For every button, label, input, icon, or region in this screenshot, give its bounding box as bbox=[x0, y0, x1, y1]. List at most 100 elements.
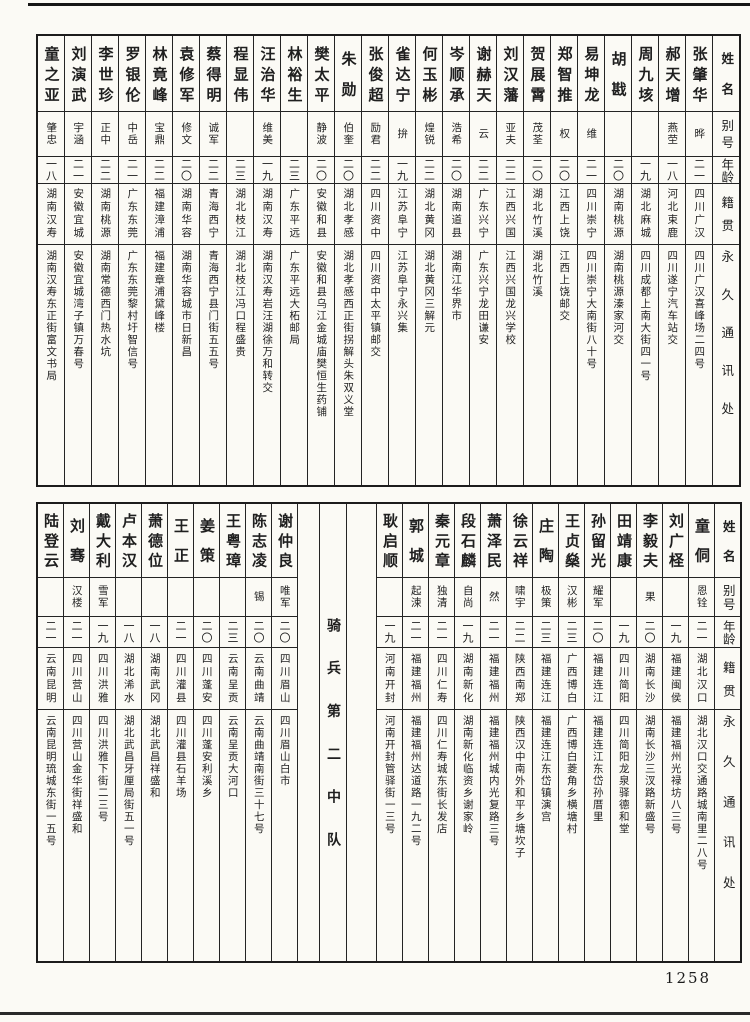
age-cell: 二一 bbox=[38, 617, 63, 648]
header-name: 姓名 bbox=[719, 52, 735, 112]
origin-cell: 云南呈贡 bbox=[220, 648, 245, 710]
origin-cell: 湖北枝江 bbox=[227, 184, 253, 245]
age-cell: 二一 bbox=[65, 157, 91, 184]
person-name: 刘广柽 bbox=[667, 513, 685, 573]
person-alias: 浩希 bbox=[450, 122, 463, 146]
age-cell: 二一 bbox=[689, 617, 714, 648]
name-cell: 耿启顺 bbox=[377, 504, 402, 578]
person-address: 福建福州光禄坊八三号 bbox=[669, 715, 682, 835]
age-cell: 二一 bbox=[578, 157, 604, 184]
person-column: 王正 二一 四川灌县 四川灌县石羊场 bbox=[167, 504, 193, 961]
person-column: 袁修军 修文 二〇 湖南华容 湖南华容城市日新昌 bbox=[172, 36, 199, 485]
address-cell: 云南昆明琉城东街一五号 bbox=[38, 710, 63, 961]
origin-cell: 福建连江 bbox=[585, 648, 610, 710]
age-cell: 二〇 bbox=[194, 617, 219, 648]
origin-cell: 四川简阳 bbox=[611, 648, 636, 710]
age-cell: 二三 bbox=[533, 617, 558, 648]
person-age: 一九 bbox=[669, 620, 682, 644]
person-name: 郝天增 bbox=[663, 45, 682, 107]
age-cell: 二一 bbox=[481, 617, 506, 648]
person-origin: 云南曲靖 bbox=[252, 652, 265, 705]
name-cell: 李毅夫 bbox=[637, 504, 662, 578]
alias-cell: 维美 bbox=[254, 112, 280, 157]
origin-cell: 籍贯 bbox=[713, 184, 739, 245]
name-cell: 樊太平 bbox=[308, 36, 334, 112]
person-age: 二二 bbox=[476, 158, 490, 182]
alias-cell: 果 bbox=[637, 578, 662, 617]
name-cell: 段石麟 bbox=[455, 504, 480, 578]
person-age: 二一 bbox=[695, 620, 708, 644]
person-origin: 四川崇宁 bbox=[585, 188, 598, 240]
age-cell: 二三 bbox=[281, 157, 307, 184]
address-cell: 四川遂宁汽车站交 bbox=[659, 245, 685, 485]
origin-cell: 湖南长沙 bbox=[637, 648, 662, 710]
alias-cell: 自尚 bbox=[455, 578, 480, 617]
person-origin: 湖北竹溪 bbox=[531, 188, 544, 240]
address-cell: 永久通讯处 bbox=[713, 245, 739, 485]
section-divider-label: 骑兵第二中队 bbox=[325, 618, 341, 876]
person-column: 汪治华 维美 一九 湖南汉寿 湖南汉寿岩汪湖徐万和转交 bbox=[253, 36, 280, 485]
address-cell: 湖南汉寿东正街富文书局 bbox=[38, 245, 64, 485]
person-alias: 维 bbox=[585, 128, 598, 140]
origin-cell: 广东平远 bbox=[281, 184, 307, 245]
address-cell: 四川眉山白市 bbox=[272, 710, 297, 961]
person-column: 童之亚 肇忠 一八 湖南汉寿 湖南汉寿东正街富文书局 bbox=[38, 36, 64, 485]
person-column: 程显伟 二三 湖北枝江 湖北枝江冯口程盛贵 bbox=[226, 36, 253, 485]
address-cell: 江西上饶邮交 bbox=[551, 245, 577, 485]
person-column: 萧德位 一八 湖南武冈 湖北武昌祥盛和 bbox=[141, 504, 167, 961]
person-column: 林竟峰 宝鼎 二二 福建漳浦 福建章浦黛峰楼 bbox=[145, 36, 172, 485]
address-cell: 陕西汉中南外和平乡塘坎子 bbox=[507, 710, 532, 961]
person-name: 张俊超 bbox=[366, 45, 385, 107]
name-cell: 庄陶 bbox=[533, 504, 558, 578]
age-cell: 二〇 bbox=[443, 157, 469, 184]
person-name: 李毅夫 bbox=[641, 513, 659, 573]
lower-roster-table: 姓名 别号 年龄 籍贯 永久通讯处 童侗 恩铨 二一 湖北汉口 湖北汉口交通路城南里二八号 刘广柽一… bbox=[36, 502, 742, 963]
origin-cell: 福建闽侯 bbox=[663, 648, 688, 710]
alias-cell bbox=[220, 578, 245, 617]
person-name: 刘骞 bbox=[68, 518, 86, 578]
person-age: 二一 bbox=[487, 620, 500, 644]
age-cell: 一九 bbox=[377, 617, 402, 648]
age-cell: 二一 bbox=[64, 617, 89, 648]
name-cell: 郭城 bbox=[403, 504, 428, 578]
person-alias: 伯奎 bbox=[342, 122, 355, 146]
address-cell: 福建连江东岱孙厝里 bbox=[585, 710, 610, 961]
person-origin: 四川洪雅 bbox=[96, 652, 109, 705]
alias-cell: 晔 bbox=[686, 112, 712, 157]
person-column: 贺展霄 茂荃 二〇 湖北竹溪 湖北竹溪 bbox=[523, 36, 550, 485]
person-column: 王粤璋 二三 云南呈贡 云南呈贡大河口 bbox=[219, 504, 245, 961]
person-address: 湖北武昌牙厘局街五一号 bbox=[122, 715, 135, 847]
address-cell: 广西博白菱角乡横塘村 bbox=[559, 710, 584, 961]
age-cell: 二〇 bbox=[272, 617, 297, 648]
age-cell: 二三 bbox=[559, 617, 584, 648]
age-cell: 二〇 bbox=[524, 157, 550, 184]
person-name: 谢仲良 bbox=[276, 513, 294, 573]
alias-cell: 煌锐 bbox=[416, 112, 442, 157]
address-cell: 湖北汉口交通路城南里二八号 bbox=[689, 710, 714, 961]
person-name: 罗银伦 bbox=[123, 45, 142, 107]
person-age: 一九 bbox=[617, 620, 630, 644]
name-cell: 谢赫天 bbox=[470, 36, 496, 112]
person-age: 二〇 bbox=[252, 620, 265, 644]
person-column: 岑顺承 浩希 二〇 湖南道县 湖南江华界市 bbox=[442, 36, 469, 485]
person-column: 秦元章 独清 二一 四川仁寿 四川仁寿城东街长发店 bbox=[428, 504, 454, 961]
age-cell: 二三 bbox=[227, 157, 253, 184]
person-alias: 汉楼 bbox=[70, 585, 83, 609]
address-cell: 广东平远大柘邮局 bbox=[281, 245, 307, 485]
person-address: 福建连江东岱孙厝里 bbox=[591, 715, 604, 823]
alias-cell: 汉彬 bbox=[559, 578, 584, 617]
name-cell: 萧泽民 bbox=[481, 504, 506, 578]
alias-cell: 浩希 bbox=[443, 112, 469, 157]
name-cell: 孙留光 bbox=[585, 504, 610, 578]
person-age: 一九 bbox=[395, 158, 409, 182]
person-name: 徐云祥 bbox=[511, 513, 529, 573]
age-cell: 二二 bbox=[362, 157, 388, 184]
name-cell: 何玉彬 bbox=[416, 36, 442, 112]
person-age: 二〇 bbox=[449, 158, 463, 182]
person-column: 郑智推权二〇 江西上饶 江西上饶邮交 bbox=[550, 36, 577, 485]
address-cell: 四川简阳龙泉驿德和堂 bbox=[611, 710, 636, 961]
person-origin: 广东平远 bbox=[288, 188, 301, 240]
person-column: 樊太平 静波 二〇 安徽和县 安徽和县乌江金城庙樊恒生药铺 bbox=[307, 36, 334, 485]
header-age: 年龄 bbox=[720, 619, 736, 645]
age-cell: 二二 bbox=[92, 157, 118, 184]
